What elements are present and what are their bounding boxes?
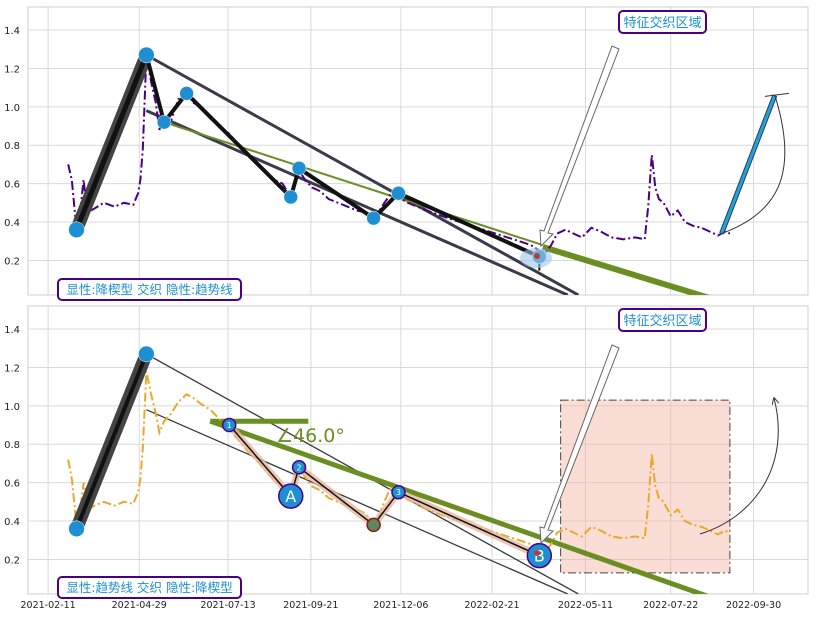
y-tick-label: 1.2 bbox=[4, 64, 20, 75]
bottom-wedge-lower-line bbox=[146, 409, 568, 594]
y-tick-label: 0.2 bbox=[4, 256, 20, 267]
bottom-panel: 0.2 0.4 0.6 0.8 1.0 1.2 1.4 1 2 3 A B 特征交织区域 ∠46.0… bbox=[4, 305, 809, 611]
bottom-pattern-lines bbox=[146, 353, 709, 594]
bottom-marker-b-circle bbox=[526, 542, 553, 569]
x-tick-label: 2022-09-30 bbox=[726, 600, 781, 611]
bottom-badge-3: 3 bbox=[391, 484, 406, 500]
x-tick-label: 2021-02-11 bbox=[21, 600, 76, 611]
y-tick-label: 0.8 bbox=[4, 440, 20, 451]
bottom-trend-line bbox=[209, 418, 709, 594]
bottom-marker-low-circle bbox=[366, 517, 381, 533]
bottom-badge-label: 2 bbox=[297, 463, 302, 472]
y-tick-label: 1.0 bbox=[4, 103, 20, 114]
bottom-impulse-point-1 bbox=[68, 520, 85, 537]
y-tick-label: 0.2 bbox=[4, 555, 20, 566]
top-trend-extension bbox=[541, 244, 710, 295]
bottom-badge-2: 2 bbox=[291, 460, 307, 475]
top-pivot-2 bbox=[138, 46, 155, 64]
top-forecast-line bbox=[720, 94, 777, 235]
bottom-badge-1: 1 bbox=[221, 417, 237, 433]
top-forecast-cap bbox=[764, 92, 789, 97]
bottom-badge-circle bbox=[391, 484, 406, 500]
bottom-zigzag bbox=[70, 351, 541, 559]
top-callout-box: 特征交织区域 bbox=[618, 10, 707, 34]
bottom-legend-text: 显性:趋势线 交织 隐性:降楔型 bbox=[66, 580, 232, 595]
top-panel: 0.2 0.4 0.6 0.8 1.0 1.2 1.4 特征交织区域 显性:降楔型 交织 隐… bbox=[4, 6, 809, 301]
y-tick-label: 0.4 bbox=[4, 218, 20, 229]
bottom-marker-a-circle bbox=[278, 483, 304, 509]
bottom-marker-a: A bbox=[278, 483, 304, 509]
top-y-axis: 0.2 0.4 0.6 0.8 1.0 1.2 1.4 bbox=[4, 26, 20, 267]
bottom-badge-label: 3 bbox=[396, 488, 401, 497]
bottom-forecast-arc bbox=[699, 398, 778, 535]
bottom-marker-b: B bbox=[526, 542, 553, 569]
top-pattern-lines bbox=[145, 53, 710, 295]
y-tick-label: 1.4 bbox=[4, 26, 20, 37]
bottom-callout-text: 特征交织区域 bbox=[623, 313, 701, 329]
bottom-marker-b-label: B bbox=[534, 547, 545, 566]
bottom-impulse-core bbox=[74, 353, 149, 530]
top-legend-text: 显性:降楔型 交织 隐性:趋势线 bbox=[66, 282, 233, 297]
y-tick-label: 0.6 bbox=[4, 479, 20, 490]
bottom-pivot-markers: 1 2 3 A B bbox=[68, 345, 553, 569]
x-tick-label: 2022-07-22 bbox=[643, 600, 698, 611]
bottom-angle-label: ∠46.0° bbox=[276, 425, 345, 447]
top-pivot-5 bbox=[283, 189, 299, 205]
y-tick-label: 0.8 bbox=[4, 141, 20, 152]
x-tick-label: 2021-04-29 bbox=[112, 600, 167, 611]
top-pivot-8 bbox=[391, 185, 406, 201]
top-forecast-arc bbox=[721, 95, 786, 235]
top-pivot-7 bbox=[366, 210, 381, 226]
top-trend-line bbox=[163, 121, 544, 247]
top-plot-frame bbox=[27, 6, 809, 296]
bottom-zigzag-path bbox=[228, 424, 540, 557]
bottom-badge-circle bbox=[291, 460, 307, 475]
bottom-callout-arrow bbox=[539, 344, 620, 545]
top-legend-box: 显性:降楔型 交织 隐性:趋势线 bbox=[57, 278, 242, 301]
y-tick-label: 1.2 bbox=[4, 363, 20, 374]
bottom-y-axis: 0.2 0.4 0.6 0.8 1.0 1.2 1.4 bbox=[4, 325, 20, 566]
top-pivot-4 bbox=[179, 86, 194, 101]
top-impulse-core bbox=[74, 54, 149, 231]
y-tick-label: 1.4 bbox=[4, 325, 20, 336]
x-tick-label: 2022-05-11 bbox=[558, 600, 613, 611]
top-forecast bbox=[719, 92, 789, 235]
bottom-badge-label: 1 bbox=[227, 421, 232, 430]
top-pivot-6 bbox=[291, 161, 307, 176]
top-intersection-dot bbox=[534, 253, 540, 259]
y-tick-label: 1.0 bbox=[4, 402, 20, 413]
bottom-plot-frame bbox=[27, 305, 809, 595]
x-tick-label: 2021-09-21 bbox=[283, 600, 338, 611]
x-tick-label: 2021-12-06 bbox=[373, 600, 428, 611]
top-pivot-markers bbox=[68, 46, 547, 264]
top-wedge-upper-line bbox=[145, 53, 580, 295]
top-pivot-3 bbox=[156, 114, 172, 130]
bottom-marker-a-label: A bbox=[285, 487, 296, 506]
bottom-impulse-point-2 bbox=[138, 345, 155, 363]
y-tick-label: 0.4 bbox=[4, 517, 20, 528]
x-tick-label: 2022-02-21 bbox=[464, 600, 519, 611]
bottom-intersection-dot bbox=[534, 550, 540, 556]
bottom-x-axis: 2021-02-11 2021-04-29 2021-07-13 2021-09-21… bbox=[21, 600, 782, 611]
top-callout-text: 特征交织区域 bbox=[623, 15, 701, 31]
top-wedge-lower-line bbox=[145, 109, 569, 295]
bottom-legend-box: 显性:趋势线 交织 隐性:降楔型 bbox=[57, 576, 242, 599]
bottom-marker-low bbox=[366, 517, 381, 533]
x-tick-label: 2021-07-13 bbox=[200, 600, 255, 611]
top-pivot-1 bbox=[68, 221, 85, 238]
top-callout-arrow bbox=[539, 45, 620, 248]
bottom-badge-circle bbox=[221, 417, 237, 433]
bottom-callout-box: 特征交织区域 bbox=[618, 308, 707, 332]
y-tick-label: 0.6 bbox=[4, 180, 20, 191]
